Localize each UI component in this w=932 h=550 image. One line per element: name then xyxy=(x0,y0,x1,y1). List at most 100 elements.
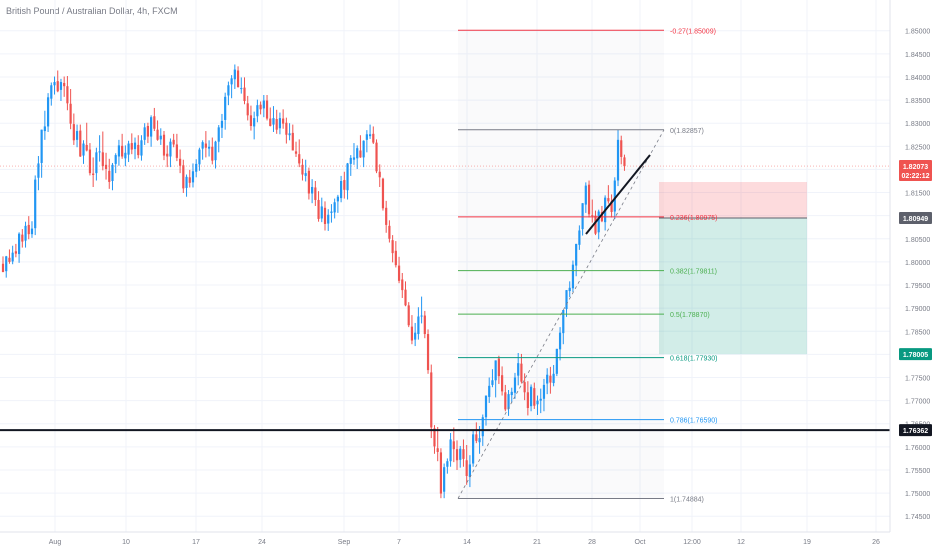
candle-body xyxy=(584,185,587,205)
candle-body xyxy=(201,142,204,149)
candle-body xyxy=(317,199,320,219)
candle-body xyxy=(436,448,439,452)
candle-body xyxy=(455,449,459,461)
candle-body xyxy=(175,144,178,158)
candle-body xyxy=(597,211,600,233)
candle-body xyxy=(372,133,375,143)
price-tick-label: 1.79500 xyxy=(905,283,930,290)
candle-body xyxy=(224,96,227,120)
candle-body xyxy=(143,127,146,140)
candle-body xyxy=(446,461,449,467)
candle-body xyxy=(259,104,262,110)
candle-body xyxy=(56,81,59,92)
price-tick-label: 1.74500 xyxy=(905,514,930,521)
candle-body xyxy=(301,164,304,175)
price-tick-label: 1.84000 xyxy=(905,75,930,82)
candle-body xyxy=(294,151,298,154)
fib-level-label: 0.5(1.78870) xyxy=(670,312,710,319)
candle-body xyxy=(262,100,265,109)
candle-body xyxy=(484,395,488,418)
price-tick-label: 1.76000 xyxy=(905,445,930,452)
candle-body xyxy=(179,158,182,166)
candle-body xyxy=(11,252,14,262)
candle-body xyxy=(5,256,8,272)
time-tick-label: 28 xyxy=(588,539,596,546)
fib-background xyxy=(458,30,664,498)
candle-body xyxy=(381,178,385,209)
candle-body xyxy=(501,375,504,392)
candle-body xyxy=(14,251,17,254)
price-label: 1.80949 xyxy=(903,216,928,223)
candle-body xyxy=(620,140,623,157)
candle-body xyxy=(95,152,98,174)
candle-body xyxy=(37,163,40,178)
price-axis[interactable]: 1.85000 1.84500 1.84000 1.83500 1.83000 1.825… xyxy=(889,0,932,550)
price-tick-label: 1.83500 xyxy=(905,98,930,105)
candle-body xyxy=(108,170,111,182)
candle-body xyxy=(468,464,471,477)
candle-body xyxy=(88,149,92,174)
candle-body xyxy=(407,305,410,326)
candle-body xyxy=(98,151,101,153)
candle-body xyxy=(417,316,420,335)
candle-body xyxy=(517,363,520,376)
candle-body xyxy=(21,234,24,242)
candle-body xyxy=(40,129,43,163)
candle-body xyxy=(82,143,85,156)
candle-body xyxy=(610,201,613,212)
candle-body xyxy=(388,225,391,239)
candle-body xyxy=(191,171,195,183)
candle-body xyxy=(616,139,620,181)
candle-body xyxy=(613,180,616,212)
candle-body xyxy=(278,118,282,129)
fib-level-label: 0.786(1.76590) xyxy=(670,418,717,425)
candle-body xyxy=(558,332,562,350)
candle-body xyxy=(397,265,401,281)
candle-body xyxy=(111,164,114,181)
candle-body xyxy=(565,290,568,310)
candle-body xyxy=(314,187,317,200)
price-tick-label: 1.75500 xyxy=(905,468,930,475)
candle-body xyxy=(156,129,159,140)
candle-body xyxy=(352,157,356,160)
candle-body xyxy=(430,372,433,428)
candle-body xyxy=(69,103,72,124)
fib-level-label: 1(1.74884) xyxy=(670,496,704,503)
candle-body xyxy=(488,385,491,397)
candle-body xyxy=(227,85,230,96)
time-axis[interactable]: Aug 10 17 24 Sep 7 14 21 28 Oct 12:00 12 19 26 xyxy=(0,531,932,550)
candle-body xyxy=(452,441,455,450)
price-label: 02:22:12 xyxy=(901,173,929,180)
candle-body xyxy=(18,233,21,255)
candle-body xyxy=(207,146,211,149)
candle-body xyxy=(587,184,591,215)
time-tick-label: Sep xyxy=(338,539,351,546)
candle-body xyxy=(285,122,288,135)
candle-body xyxy=(43,126,46,132)
candle-body xyxy=(169,141,172,157)
candle-body xyxy=(549,375,552,383)
candle-body xyxy=(188,177,191,183)
candle-body xyxy=(298,154,301,164)
candle-body xyxy=(34,179,37,229)
candle-body xyxy=(117,145,121,157)
candle-body xyxy=(594,215,597,234)
stop-loss-zone xyxy=(659,182,807,219)
price-tick-label: 1.81500 xyxy=(905,191,930,198)
candle-body xyxy=(368,134,372,137)
candle-body xyxy=(220,120,224,128)
candle-body xyxy=(623,157,626,167)
candle-body xyxy=(133,142,137,150)
candle-body xyxy=(311,187,314,194)
candle-body xyxy=(246,103,249,116)
candle-body xyxy=(375,142,378,172)
candle-body xyxy=(79,130,82,157)
candle-body xyxy=(153,116,156,129)
candle-body xyxy=(291,132,294,151)
candle-body xyxy=(340,180,343,199)
candle-body xyxy=(240,88,243,90)
time-tick-label: 14 xyxy=(463,539,471,546)
candle-body xyxy=(385,207,388,225)
candle-body xyxy=(150,117,153,137)
